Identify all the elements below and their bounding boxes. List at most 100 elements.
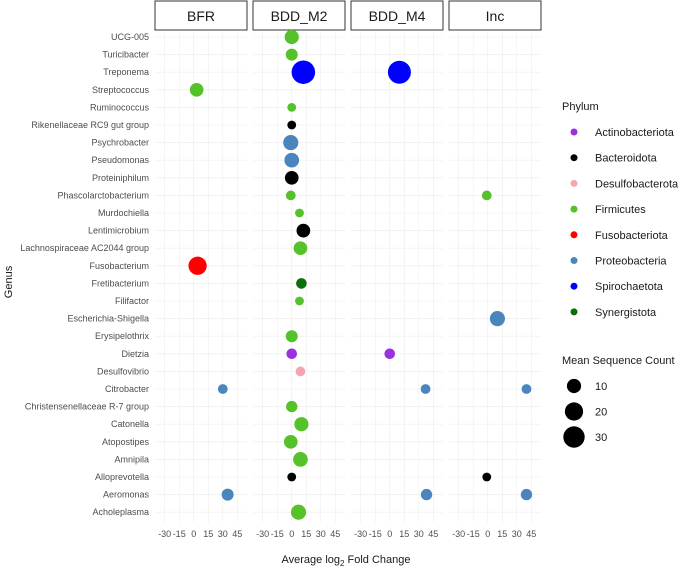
point-desulfovibrio-bdd-m2 xyxy=(295,366,306,377)
data-points xyxy=(188,29,533,520)
x-tick-label: -15 xyxy=(173,529,186,539)
y-tick-label: Murdochiella xyxy=(98,208,149,218)
y-tick-label: Escherichia-Shigella xyxy=(67,314,149,324)
legend-size: Mean Sequence Count 10 20 30 xyxy=(562,355,675,448)
x-tick-label: 45 xyxy=(526,529,536,539)
size-legend-swatch xyxy=(566,378,582,394)
point-dietzia-bdd-m2 xyxy=(286,348,298,360)
size-legend-label: 30 xyxy=(595,432,607,444)
legend-size-title: Mean Sequence Count xyxy=(562,355,675,367)
legend-swatch xyxy=(570,257,578,264)
y-tick-label: Atopostipes xyxy=(102,437,150,447)
point-lachnospiraceae-ac2044-group-bdd-m2 xyxy=(293,241,308,256)
x-tick-label: 45 xyxy=(232,529,242,539)
y-tick-label: Citrobacter xyxy=(105,384,149,394)
legend-swatch xyxy=(570,179,578,187)
point-catonella-bdd-m2 xyxy=(294,417,309,432)
point-citrobacter-inc xyxy=(521,384,532,394)
legend-item-actinobacteriota: Actinobacteriota xyxy=(570,127,675,139)
point-aeromonas-bfr xyxy=(221,488,234,501)
point-ruminococcus-bdd-m2 xyxy=(287,103,297,112)
panel-inc: Inc xyxy=(448,0,542,522)
legend-item-fusobacteriota: Fusobacteriota xyxy=(570,230,669,242)
panel-bdd-m2: BDD_M2 xyxy=(252,0,346,522)
legend-label: Proteobacteria xyxy=(595,256,667,268)
x-tick-label: -30 xyxy=(158,529,171,539)
point-lentimicrobium-bdd-m2 xyxy=(296,223,311,238)
y-tick-labels: UCG-005 Turicibacter Treponema Streptococcu… xyxy=(20,32,149,517)
x-tick-label: 30 xyxy=(316,529,326,539)
point-citrobacter-bfr xyxy=(217,384,228,394)
x-tick-label: 15 xyxy=(399,529,409,539)
point-citrobacter-bdd-m4 xyxy=(420,384,431,394)
x-axis-title-main: Average log xyxy=(281,554,340,566)
x-tick-label: 45 xyxy=(330,529,340,539)
legend-item-synergistota: Synergistota xyxy=(570,307,657,319)
legend-swatch xyxy=(570,205,578,213)
x-tick-label: 15 xyxy=(203,529,213,539)
y-tick-label: Acholeplasma xyxy=(92,507,149,517)
legend-label: Fusobacteriota xyxy=(595,230,669,242)
legend-label: Spirochaetota xyxy=(595,281,664,293)
x-tick-label: 45 xyxy=(428,529,438,539)
legend-label: Firmicutes xyxy=(595,204,646,216)
y-tick-label: Amnipila xyxy=(114,454,149,464)
x-tick-label: 15 xyxy=(497,529,507,539)
legend-item-bacteroidota: Bacteroidota xyxy=(570,153,658,165)
point-psychrobacter-bdd-m2 xyxy=(283,135,299,151)
point-treponema-bdd-m4 xyxy=(387,60,411,84)
panel-bfr: BFR xyxy=(154,0,248,522)
y-tick-label: Rikenellaceae RC9 gut group xyxy=(31,120,149,130)
point-dietzia-bdd-m4 xyxy=(384,348,396,360)
point-proteiniphilum-bdd-m2 xyxy=(284,170,299,185)
x-axis-title-end: Fold Change xyxy=(344,554,410,566)
y-tick-label: Filifactor xyxy=(115,296,149,306)
y-tick-label: Fretibacterium xyxy=(91,278,149,288)
x-tick-label: 0 xyxy=(387,529,392,539)
legend-label: Synergistota xyxy=(595,307,657,319)
panel-background xyxy=(351,28,443,522)
x-axis-title-subscript: 2 xyxy=(340,559,345,566)
point-filifactor-bdd-m2 xyxy=(295,296,304,306)
point-turicibacter-bdd-m2 xyxy=(285,48,298,61)
y-tick-label: Treponema xyxy=(103,67,149,77)
panel-background xyxy=(449,28,541,522)
point-escherichia-shigella-inc xyxy=(489,311,505,327)
panel-strip xyxy=(448,0,542,31)
point-alloprevotella-bdd-m2 xyxy=(287,472,297,482)
y-tick-label: Phascolarctobacterium xyxy=(57,190,149,200)
y-tick-label: Turicibacter xyxy=(102,50,149,60)
y-tick-label: Desulfovibrio xyxy=(97,366,149,376)
point-pseudomonas-bdd-m2 xyxy=(284,152,300,168)
y-tick-label: Erysipelothrix xyxy=(95,331,150,341)
point-ucg-005-bdd-m2 xyxy=(284,29,299,45)
x-tick-label: 0 xyxy=(485,529,490,539)
panels-layer: BFR BDD_M2 BDD_M4 Inc xyxy=(154,0,542,522)
panel-strip-label: BDD_M4 xyxy=(369,8,426,24)
point-fusobacterium-bfr xyxy=(188,256,207,275)
x-tick-label: 30 xyxy=(414,529,424,539)
panel-bdd-m4: BDD_M4 xyxy=(350,0,444,522)
point-streptococcus-bfr xyxy=(189,82,204,97)
point-rikenellaceae-rc9-gut-group-bdd-m2 xyxy=(287,120,297,130)
point-murdochiella-bdd-m2 xyxy=(295,208,304,218)
point-christensenellaceae-r-7-group-bdd-m2 xyxy=(286,400,298,413)
y-tick-label: Ruminococcus xyxy=(90,102,150,112)
point-atopostipes-bdd-m2 xyxy=(283,434,298,449)
point-aeromonas-bdd-m4 xyxy=(420,488,433,501)
size-legend-label: 20 xyxy=(595,407,607,419)
legend-swatch xyxy=(570,282,578,290)
point-treponema-bdd-m2 xyxy=(291,60,316,84)
point-phascolarctobacterium-bdd-m2 xyxy=(285,190,296,201)
panel-strip-label: Inc xyxy=(486,8,505,24)
legend-item-firmicutes: Firmicutes xyxy=(570,204,646,216)
legend-item-proteobacteria: Proteobacteria xyxy=(570,256,667,268)
point-erysipelothrix-bdd-m2 xyxy=(285,330,298,343)
x-tick-label: 30 xyxy=(512,529,522,539)
point-acholeplasma-bdd-m2 xyxy=(290,504,307,520)
panel-strip xyxy=(154,0,248,31)
legend-phylum: Phylum Actinobacteriota Bacteroidota Desul… xyxy=(562,101,679,319)
x-tick-label: 0 xyxy=(191,529,196,539)
x-axis-title: Average log2 Fold Change xyxy=(281,554,410,566)
legend-swatch xyxy=(570,154,578,162)
